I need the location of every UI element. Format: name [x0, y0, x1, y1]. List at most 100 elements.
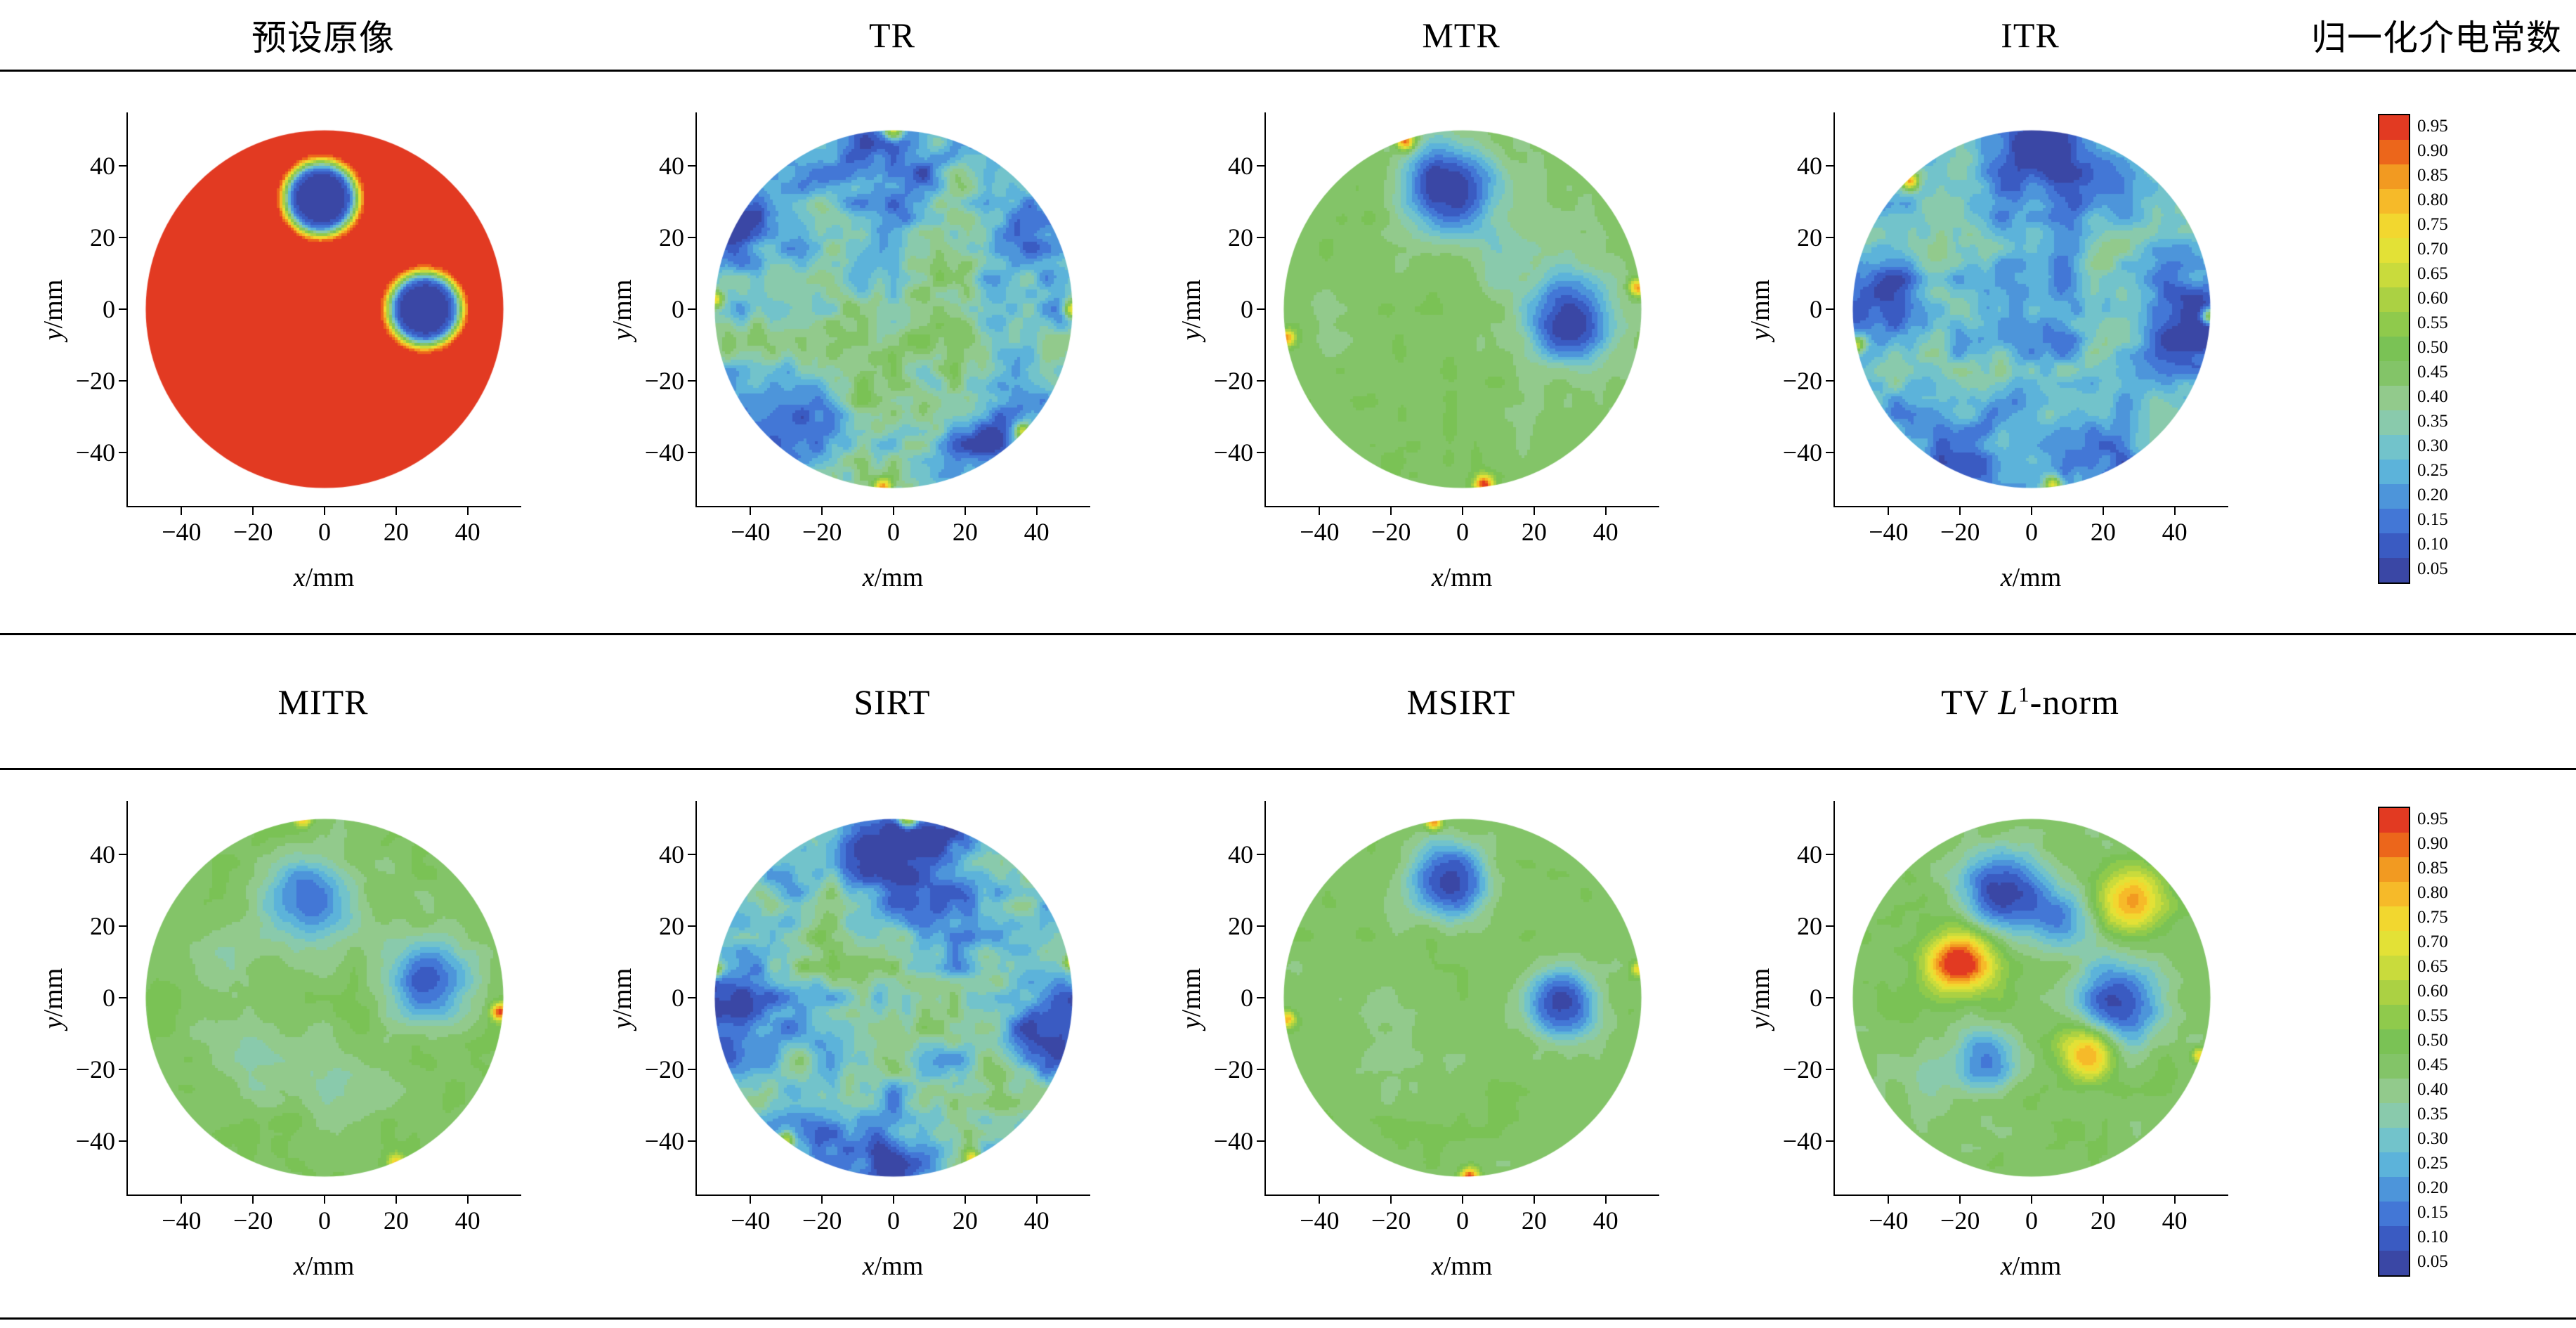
y-tick-label: 20 [1797, 912, 1822, 941]
y-axis-unit: /mm [39, 279, 68, 329]
y-axis-variable: y [608, 1017, 637, 1029]
x-tick-label: 20 [2090, 1206, 2116, 1235]
y-tick-label: 0 [672, 295, 684, 323]
y-tick-mark [1257, 997, 1266, 998]
x-tick-label: 20 [1521, 518, 1547, 546]
y-axis-unit: /mm [1746, 279, 1775, 329]
x-tick-mark [1888, 506, 1890, 515]
subplot-itr: y/mm −40 −40 −20 −20 0 0 20 20 40 40 x/mm [1735, 105, 2228, 597]
y-tick-mark [119, 165, 128, 167]
y-axis-variable: y [608, 328, 637, 341]
colorbar-cell [2379, 140, 2409, 164]
contour-plot-preset [128, 112, 521, 506]
contour-plot-tr [697, 112, 1090, 506]
colorbar-tick-label: 0.85 [2417, 858, 2448, 878]
y-tick-mark [119, 997, 128, 998]
y-tick-label: −40 [75, 1126, 115, 1155]
title-cell: MTR [1159, 15, 1728, 56]
colorbar-bar [2378, 114, 2410, 584]
x-tick-label: −20 [233, 1206, 273, 1235]
y-tick-mark [688, 997, 697, 998]
y-axis-unit: /mm [39, 968, 68, 1017]
colorbar-tick-label: 0.45 [2417, 1055, 2448, 1074]
colorbar-tick-label: 0.55 [2417, 1005, 2448, 1025]
colorbar-tick-label: 0.80 [2417, 190, 2448, 209]
y-tick-mark [119, 854, 128, 856]
colorbar-cell [2379, 931, 2409, 956]
contour-plot-msirt [1266, 801, 1659, 1194]
colorbar-cell [2379, 1005, 2409, 1029]
x-tick-mark [1319, 506, 1321, 515]
x-axis-unit: /mm [874, 563, 924, 592]
x-tick-mark [181, 506, 183, 515]
plot-area-preset: −40 −40 −20 −20 0 0 20 20 40 40 [76, 112, 521, 546]
x-tick-label: 0 [1456, 1206, 1469, 1235]
colorbar-cell [2379, 1177, 2409, 1202]
y-tick-label: 0 [103, 984, 115, 1012]
colorbar-title: 归一化介电常数 [2311, 18, 2562, 58]
x-tick-mark [750, 506, 752, 515]
x-axis-unit: /mm [305, 563, 355, 592]
y-axis-label: y/mm [607, 280, 638, 341]
x-axis-variable: x [2000, 563, 2013, 592]
y-tick-label: −20 [1213, 366, 1253, 395]
x-tick-mark [466, 1194, 469, 1204]
subplot-preset: y/mm −40 −40 −20 −20 0 0 20 20 40 40 x/mm [28, 105, 521, 597]
y-tick-label: −40 [1213, 1126, 1253, 1155]
colorbar-cell [2379, 460, 2409, 484]
colorbar-tick-label: 0.45 [2417, 362, 2448, 382]
plot-area-mtr: −40 −40 −20 −20 0 0 20 20 40 40 [1214, 112, 1659, 546]
y-tick-label: 40 [1228, 152, 1253, 181]
y-tick-label: −40 [1213, 438, 1253, 467]
colorbar-tick-label: 0.10 [2417, 1227, 2448, 1246]
y-tick-label: −20 [1782, 1055, 1822, 1083]
y-tick-label: 0 [1241, 984, 1253, 1012]
colorbar-cell [2379, 833, 2409, 857]
y-tick-mark [1826, 451, 1835, 453]
y-tick-label: 20 [659, 912, 684, 941]
contour-plot-itr [1835, 112, 2228, 506]
colorbar-cell [2379, 1251, 2409, 1275]
colorbar-cell [2379, 1202, 2409, 1226]
x-tick-label: 0 [887, 1206, 900, 1235]
x-axis-label: x/mm [695, 562, 1090, 593]
x-tick-mark [324, 1194, 325, 1204]
colorbar-cell [2379, 1226, 2409, 1251]
y-tick-mark [119, 1140, 128, 1142]
x-tick-label: −40 [1869, 1206, 1909, 1235]
plot-title-sirt: SIRT [854, 682, 931, 722]
x-axis-label: x/mm [1833, 1251, 2228, 1282]
x-tick-label: 20 [383, 1206, 409, 1235]
x-tick-label: 40 [1593, 1206, 1619, 1235]
y-tick-mark [688, 1068, 697, 1070]
colorbar-tick-label: 0.25 [2417, 1153, 2448, 1173]
y-tick-mark [1826, 1140, 1835, 1142]
plot-area-tr: −40 −40 −20 −20 0 0 20 20 40 40 [645, 112, 1090, 546]
colorbar-tick-label: 0.65 [2417, 956, 2448, 976]
y-tick-label: 40 [1228, 840, 1253, 869]
colorbar-bar [2378, 807, 2410, 1277]
title-superscript: 1 [2018, 681, 2030, 706]
y-axis-variable: y [1746, 328, 1775, 341]
y-tick-label: 40 [659, 840, 684, 869]
colorbar-tick-label: 0.60 [2417, 288, 2448, 308]
title-cell: TR [590, 15, 1159, 56]
x-tick-label: −40 [1300, 518, 1340, 546]
subplot-mtr: y/mm −40 −40 −20 −20 0 0 20 20 40 40 x/mm [1166, 105, 1659, 597]
y-tick-mark [688, 854, 697, 856]
colorbar-tick-label: 0.20 [2417, 1178, 2448, 1197]
title-cell: TV L1-norm [1728, 682, 2297, 722]
y-axis-unit: /mm [608, 279, 637, 329]
x-tick-label: −40 [162, 518, 202, 546]
x-tick-mark [1390, 1194, 1392, 1204]
colorbar-cell [2379, 484, 2409, 509]
colorbar-tick-label: 0.75 [2417, 907, 2448, 927]
x-tick-label: 0 [2025, 1206, 2038, 1235]
colorbar-tick-label: 0.30 [2417, 436, 2448, 455]
x-tick-label: −40 [731, 518, 771, 546]
y-axis-unit: /mm [1177, 279, 1206, 329]
y-tick-mark [1826, 379, 1835, 382]
x-tick-label: 40 [455, 518, 480, 546]
y-tick-mark [119, 379, 128, 382]
